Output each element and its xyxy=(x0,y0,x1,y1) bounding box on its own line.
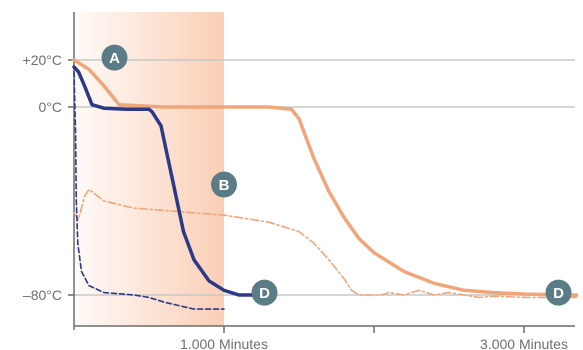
shaded-region xyxy=(74,12,224,326)
marker-label: B xyxy=(219,177,230,194)
marker-circle xyxy=(211,171,237,198)
marker-circle xyxy=(101,44,128,71)
series-line-2 xyxy=(72,65,256,297)
marker-label: D xyxy=(553,285,564,302)
y-tick-label-1: 0°C xyxy=(39,99,63,115)
labels-layer: +20°C 0°C –80°C 1.000 Minutes 3.000 Minutes xyxy=(23,52,568,350)
marker-circle xyxy=(251,279,278,306)
series-line-0 xyxy=(72,58,579,297)
series-line-1 xyxy=(73,188,578,299)
marker-d-2: D xyxy=(251,279,278,306)
marker-label: A xyxy=(109,50,120,67)
y-tick-label-2: –80°C xyxy=(23,287,62,303)
series-layer xyxy=(72,58,579,310)
marker-circle xyxy=(545,279,572,306)
x-tick-label-0: 1.000 Minutes xyxy=(180,336,268,350)
markers-layer: A B D D xyxy=(101,44,572,306)
axes-layer xyxy=(68,12,575,333)
y-tick-label-0: +20°C xyxy=(23,52,62,68)
x-tick-label-2: 3.000 Minutes xyxy=(480,336,568,350)
marker-b-1: B xyxy=(211,171,237,198)
marker-d-3: D xyxy=(545,279,572,306)
marker-label: D xyxy=(259,285,270,302)
series-line-3 xyxy=(73,71,225,310)
shade-layer xyxy=(74,12,224,326)
marker-a-0: A xyxy=(101,44,128,71)
